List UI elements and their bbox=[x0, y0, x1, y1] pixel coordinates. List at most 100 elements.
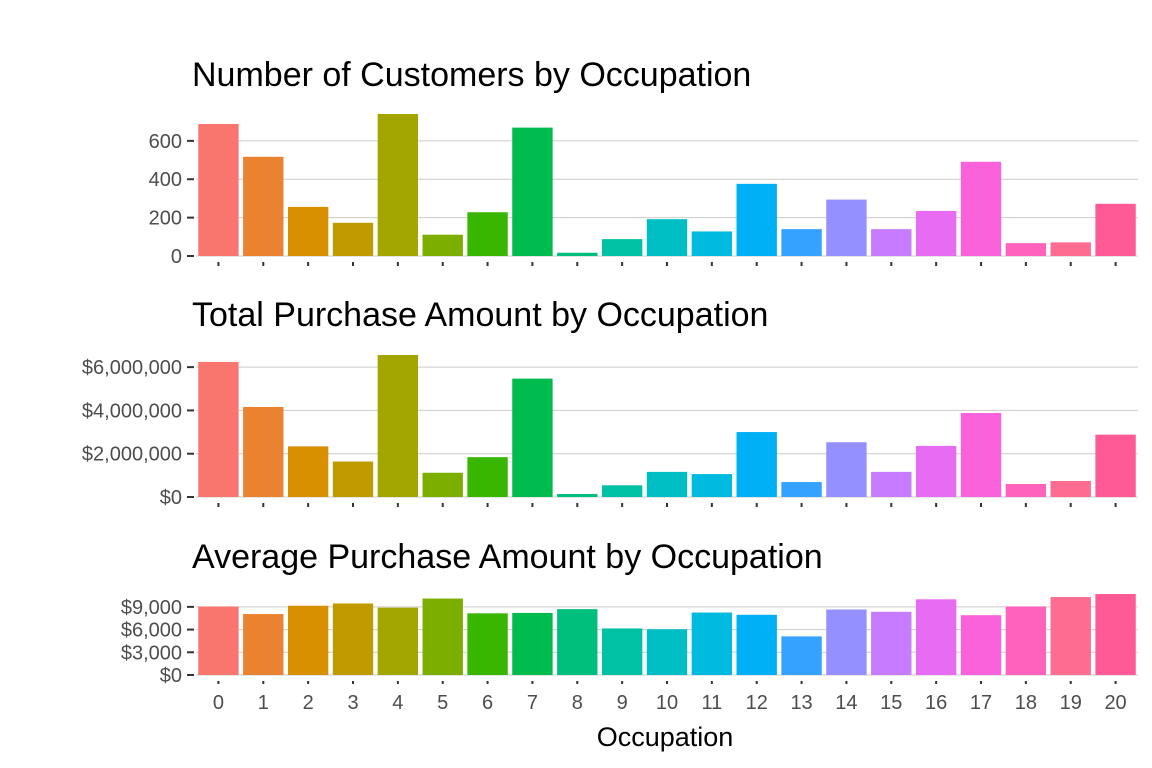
bar-occupation-18 bbox=[1005, 606, 1047, 675]
bar-occupation-4 bbox=[377, 114, 419, 256]
bar-occupation-6 bbox=[467, 212, 508, 256]
bar-occupation-17 bbox=[960, 615, 1002, 675]
bar-occupation-1 bbox=[243, 156, 284, 256]
bar-occupation-7 bbox=[512, 378, 553, 497]
bar-occupation-6 bbox=[467, 613, 508, 675]
x-tick-label: 19 bbox=[1060, 692, 1082, 714]
x-tick-label: 9 bbox=[617, 692, 628, 714]
y-tick-label: $0 bbox=[160, 665, 182, 687]
bar-occupation-17 bbox=[960, 161, 1002, 256]
bar-occupation-0 bbox=[198, 361, 239, 497]
bar-occupation-3 bbox=[332, 222, 374, 256]
bar-occupation-11 bbox=[691, 231, 733, 256]
x-tick-label: 15 bbox=[880, 692, 902, 714]
bar-occupation-15 bbox=[871, 611, 912, 675]
bar-occupation-19 bbox=[1050, 242, 1091, 256]
customers-panel: Number of Customers by Occupation 0 200 400… bbox=[149, 56, 1138, 268]
x-tick-label: 10 bbox=[656, 692, 678, 714]
x-tick-label: 1 bbox=[258, 692, 269, 714]
x-tick-label: 16 bbox=[925, 692, 947, 714]
bar-occupation-2 bbox=[287, 605, 329, 675]
x-tick-label: 6 bbox=[482, 692, 493, 714]
bar-occupation-5 bbox=[422, 598, 463, 675]
bar-occupation-5 bbox=[422, 234, 463, 256]
x-tick-label: 13 bbox=[790, 692, 812, 714]
y-tick-label: $4,000,000 bbox=[82, 400, 182, 422]
x-tick-label: 18 bbox=[1015, 692, 1037, 714]
bar-occupation-3 bbox=[332, 603, 374, 675]
bar-occupation-16 bbox=[915, 210, 957, 256]
x-tick-label: 17 bbox=[970, 692, 992, 714]
chart-title: Average Purchase Amount by Occupation bbox=[192, 538, 823, 576]
bar-occupation-10 bbox=[646, 629, 688, 675]
bar-occupation-20 bbox=[1095, 434, 1136, 497]
bar-occupation-7 bbox=[512, 612, 553, 675]
y-tick-label: 0 bbox=[171, 246, 182, 268]
bar-occupation-20 bbox=[1095, 203, 1136, 256]
bar-occupation-19 bbox=[1050, 597, 1091, 675]
bar-occupation-2 bbox=[287, 206, 329, 256]
bar-occupation-10 bbox=[646, 219, 688, 256]
bar-occupation-16 bbox=[915, 599, 957, 675]
chart-title: Total Purchase Amount by Occupation bbox=[192, 296, 768, 334]
bar-occupation-13 bbox=[781, 229, 822, 256]
bar-occupation-9 bbox=[601, 239, 643, 256]
bar-occupation-15 bbox=[871, 471, 912, 497]
x-tick-label: 4 bbox=[392, 692, 403, 714]
x-tick-label: 8 bbox=[572, 692, 583, 714]
bar-occupation-7 bbox=[512, 127, 553, 256]
x-tick-label: 5 bbox=[437, 692, 448, 714]
y-tick-label: 200 bbox=[149, 208, 182, 230]
bar-occupation-15 bbox=[871, 229, 912, 256]
bar-occupation-6 bbox=[467, 457, 508, 497]
bar-occupation-8 bbox=[557, 252, 598, 256]
bar-occupation-18 bbox=[1005, 484, 1047, 497]
y-tick-label: $6,000,000 bbox=[82, 357, 182, 379]
bar-occupation-11 bbox=[691, 612, 733, 675]
bar-occupation-20 bbox=[1095, 594, 1136, 675]
y-tick-label: $2,000,000 bbox=[82, 444, 182, 466]
y-tick-label: 400 bbox=[149, 169, 182, 191]
bar-occupation-14 bbox=[826, 609, 867, 675]
x-tick-label: 0 bbox=[213, 692, 224, 714]
bar-occupation-9 bbox=[601, 628, 643, 675]
x-tick-label: 2 bbox=[303, 692, 314, 714]
x-tick-label: 11 bbox=[701, 692, 722, 714]
bar-occupation-4 bbox=[377, 607, 419, 675]
bar-occupation-4 bbox=[377, 355, 419, 497]
x-tick-label: 12 bbox=[746, 692, 768, 714]
bar-occupation-13 bbox=[781, 482, 822, 497]
y-tick-label: 600 bbox=[149, 131, 182, 153]
bar-occupation-12 bbox=[736, 614, 777, 675]
y-tick-label: $9,000 bbox=[121, 597, 182, 619]
bar-occupation-3 bbox=[332, 461, 374, 497]
y-tick-label: $6,000 bbox=[121, 620, 182, 642]
bar-occupation-8 bbox=[557, 493, 598, 497]
bar-occupation-14 bbox=[826, 442, 867, 497]
bar-occupation-12 bbox=[736, 183, 777, 256]
bar-occupation-0 bbox=[198, 606, 239, 675]
x-axis-label: Occupation bbox=[597, 722, 734, 752]
bar-occupation-9 bbox=[601, 485, 643, 497]
bar-occupation-8 bbox=[557, 609, 598, 675]
x-tick-label: 20 bbox=[1104, 692, 1126, 714]
bar-occupation-11 bbox=[691, 474, 733, 497]
bar-occupation-0 bbox=[198, 123, 239, 256]
y-tick-label: $3,000 bbox=[121, 642, 182, 664]
total-purchase-panel: Total Purchase Amount by Occupation $0 $2,… bbox=[82, 296, 1138, 509]
average-purchase-panel: Average Purchase Amount by Occupation$0$… bbox=[121, 538, 1138, 752]
bar-occupation-19 bbox=[1050, 480, 1091, 497]
bar-occupation-18 bbox=[1005, 243, 1047, 256]
bar-occupation-5 bbox=[422, 472, 463, 497]
bar-occupation-14 bbox=[826, 199, 867, 256]
bar-occupation-16 bbox=[915, 445, 957, 497]
x-tick-label: 3 bbox=[347, 692, 358, 714]
bar-occupation-1 bbox=[243, 406, 284, 497]
y-tick-label: $0 bbox=[160, 487, 182, 509]
bar-occupation-2 bbox=[287, 446, 329, 497]
chart-title: Number of Customers by Occupation bbox=[192, 56, 751, 94]
x-tick-label: 14 bbox=[835, 692, 857, 714]
bar-occupation-12 bbox=[736, 432, 777, 497]
bar-occupation-10 bbox=[646, 471, 688, 497]
